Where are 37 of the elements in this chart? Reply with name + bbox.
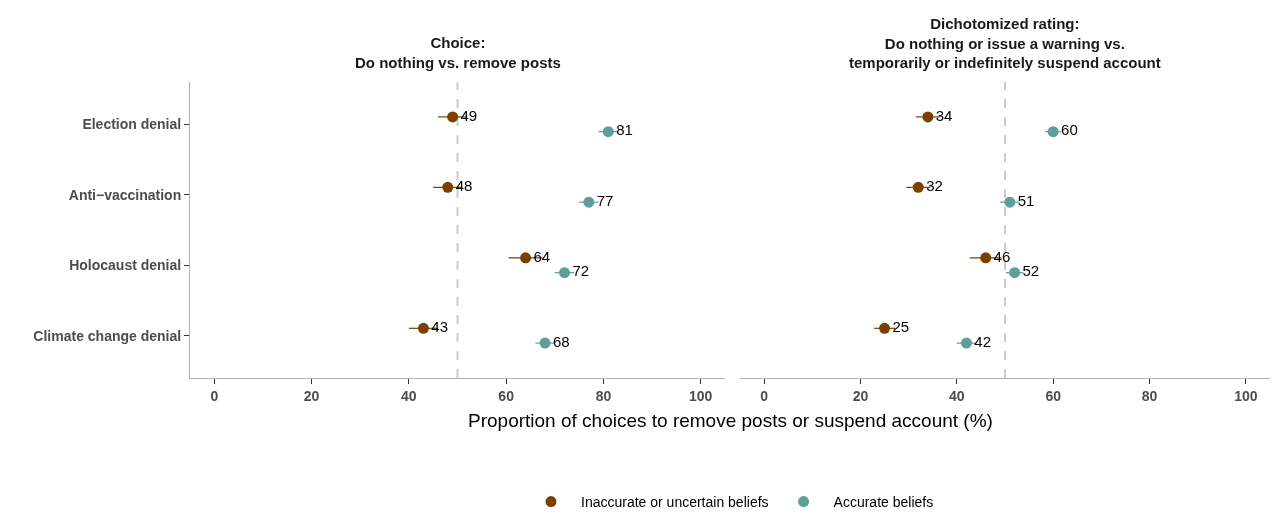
legend-label: Inaccurate or uncertain beliefs xyxy=(581,493,769,510)
data-label: 81 xyxy=(616,121,633,139)
data-label: 46 xyxy=(993,247,1011,265)
x-tick-label: 40 xyxy=(949,387,965,404)
x-tick-label: 60 xyxy=(498,387,515,404)
chart-title: Dichotomized rating: Do nothing or issue a warning vs. temporarily or indefinitely suspend account xyxy=(849,15,1161,71)
x-axis-title: Proportion of choices to remove posts or suspend account (%) xyxy=(468,410,993,431)
data-label: 42 xyxy=(974,332,992,350)
y-tick-label: Election denial xyxy=(82,116,182,133)
legend-label: Accurate beliefs xyxy=(833,493,934,510)
x-tick-label: 0 xyxy=(760,387,769,404)
data-label: 49 xyxy=(460,106,478,124)
y-tick-label: Climate change denial xyxy=(33,327,182,344)
data-label: 32 xyxy=(926,177,943,195)
data-label: 77 xyxy=(596,191,614,209)
x-tick-label: 100 xyxy=(689,387,713,404)
chart-title: Choice: Do nothing vs. remove posts xyxy=(355,34,561,71)
x-tick-label: 60 xyxy=(1045,387,1062,404)
x-tick-label: 80 xyxy=(1141,387,1158,404)
data-label: 72 xyxy=(572,262,590,280)
data-label: 64 xyxy=(533,247,551,265)
y-tick-label: Holocaust denial xyxy=(69,257,182,274)
x-tick-label: 20 xyxy=(303,387,320,404)
x-tick-label: 0 xyxy=(210,387,219,404)
x-tick-label: 80 xyxy=(595,387,612,404)
x-tick-label: 20 xyxy=(852,387,869,404)
data-label: 25 xyxy=(892,318,910,336)
data-label: 60 xyxy=(1061,121,1078,139)
data-label: 34 xyxy=(935,106,953,124)
data-label: 52 xyxy=(1022,262,1040,280)
data-label: 48 xyxy=(455,177,473,195)
y-tick-label: Anti−vaccination xyxy=(68,186,182,203)
x-tick-label: 40 xyxy=(401,387,417,404)
data-label: 51 xyxy=(1017,191,1035,209)
x-tick-label: 100 xyxy=(1234,387,1258,404)
data-label: 68 xyxy=(552,332,570,350)
data-label: 43 xyxy=(431,318,449,336)
